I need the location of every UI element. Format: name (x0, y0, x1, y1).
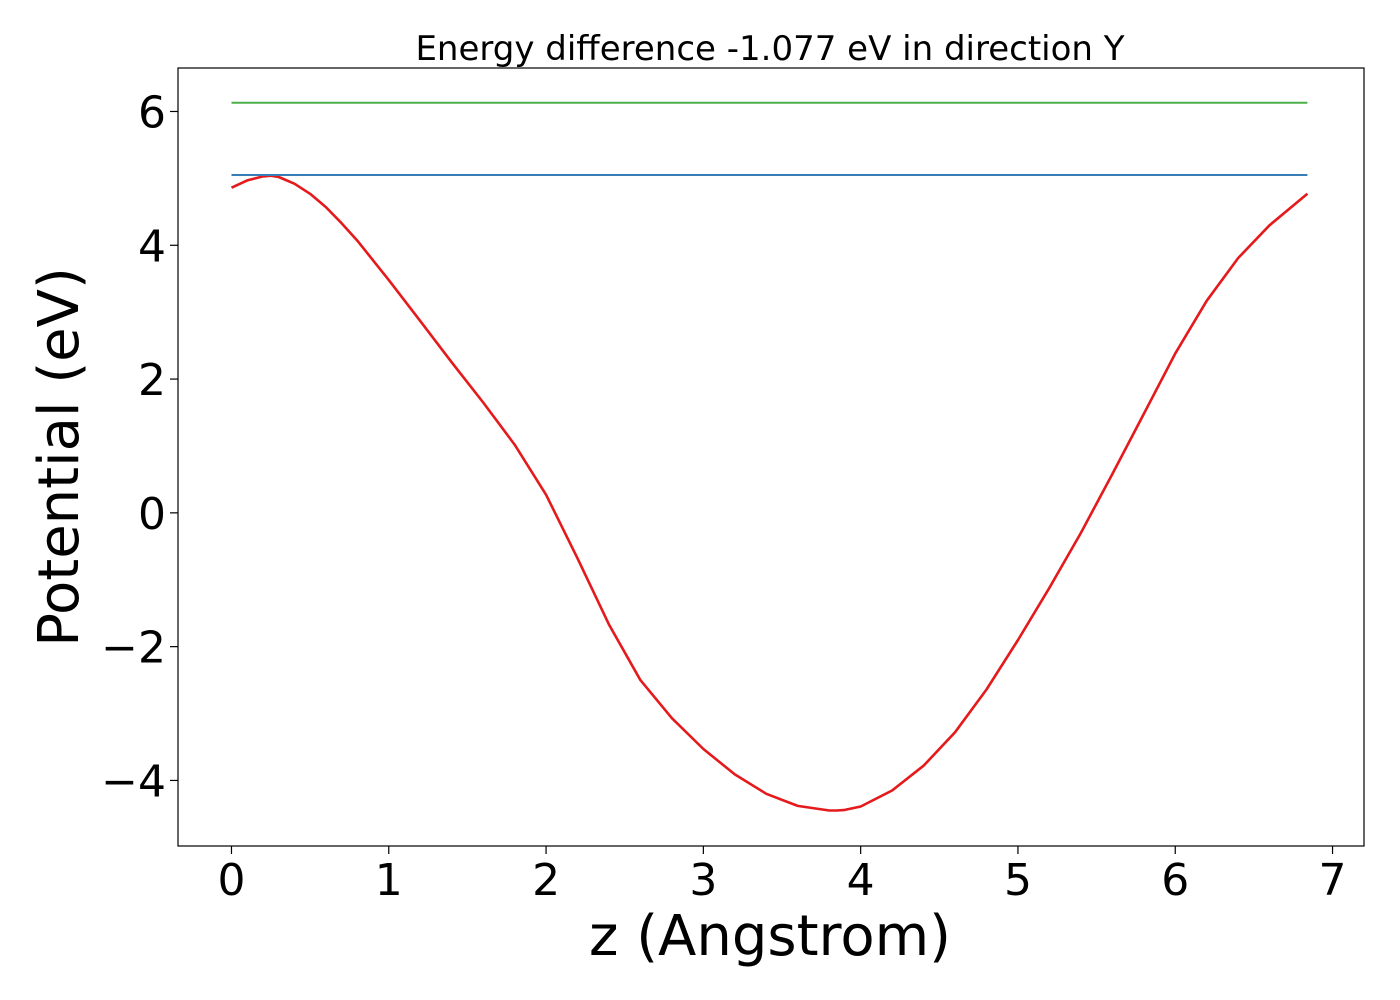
x-tick-label: 3 (689, 855, 717, 906)
x-tick-label: 6 (1161, 855, 1189, 906)
x-axis-label: z (Angstrom) (589, 904, 951, 969)
x-tick-label: 7 (1319, 855, 1347, 906)
series-line-0 (230, 174, 1309, 812)
y-tick-label: 4 (138, 221, 166, 272)
y-axis-label: Potential (eV) (27, 267, 92, 647)
y-tick-label: −2 (101, 623, 166, 674)
x-tick-label: 5 (1004, 855, 1032, 906)
y-tick-label: 0 (138, 489, 166, 540)
y-tick-label: 2 (138, 355, 166, 406)
y-axis-ticks: −4 −2 0 2 4 6 (101, 87, 178, 807)
x-tick-label: 1 (375, 855, 403, 906)
x-axis-ticks: 0 1 2 3 4 5 6 7 (217, 846, 1347, 906)
x-tick-label: 0 (217, 855, 245, 906)
series-layer (230, 101, 1309, 812)
y-tick-label: −4 (101, 756, 166, 807)
x-tick-label: 2 (532, 855, 560, 906)
y-tick-label: 6 (138, 87, 166, 138)
x-tick-label: 4 (847, 855, 875, 906)
plot-frame (177, 67, 1365, 847)
chart-title: Energy difference -1.077 eV in direction… (415, 29, 1124, 69)
